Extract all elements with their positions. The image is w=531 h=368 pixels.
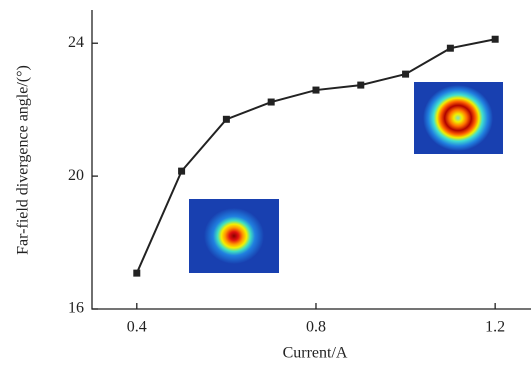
marker: [178, 168, 185, 175]
marker: [402, 71, 409, 78]
y-axis-label: Far-field divergence angle/(°): [15, 65, 32, 255]
marker: [268, 99, 275, 106]
x-tick-label: 0.4: [127, 319, 147, 336]
marker: [447, 45, 454, 52]
marker: [492, 36, 499, 43]
x-tick-label: 1.2: [485, 319, 505, 336]
y-tick-label: 16: [68, 300, 84, 317]
y-tick-label: 20: [68, 167, 84, 184]
x-tick-label: 0.8: [306, 319, 326, 336]
marker: [133, 270, 140, 277]
x-axis-label: Current/A: [283, 345, 348, 362]
chart: Current/A Far-field divergence angle/(°)…: [0, 0, 531, 368]
inset-low-current: [189, 199, 279, 273]
marker: [357, 82, 364, 89]
inset-high-current: [414, 82, 503, 154]
marker: [312, 87, 319, 94]
y-tick-label: 24: [68, 34, 84, 51]
axes: [92, 10, 531, 309]
marker: [223, 116, 230, 123]
